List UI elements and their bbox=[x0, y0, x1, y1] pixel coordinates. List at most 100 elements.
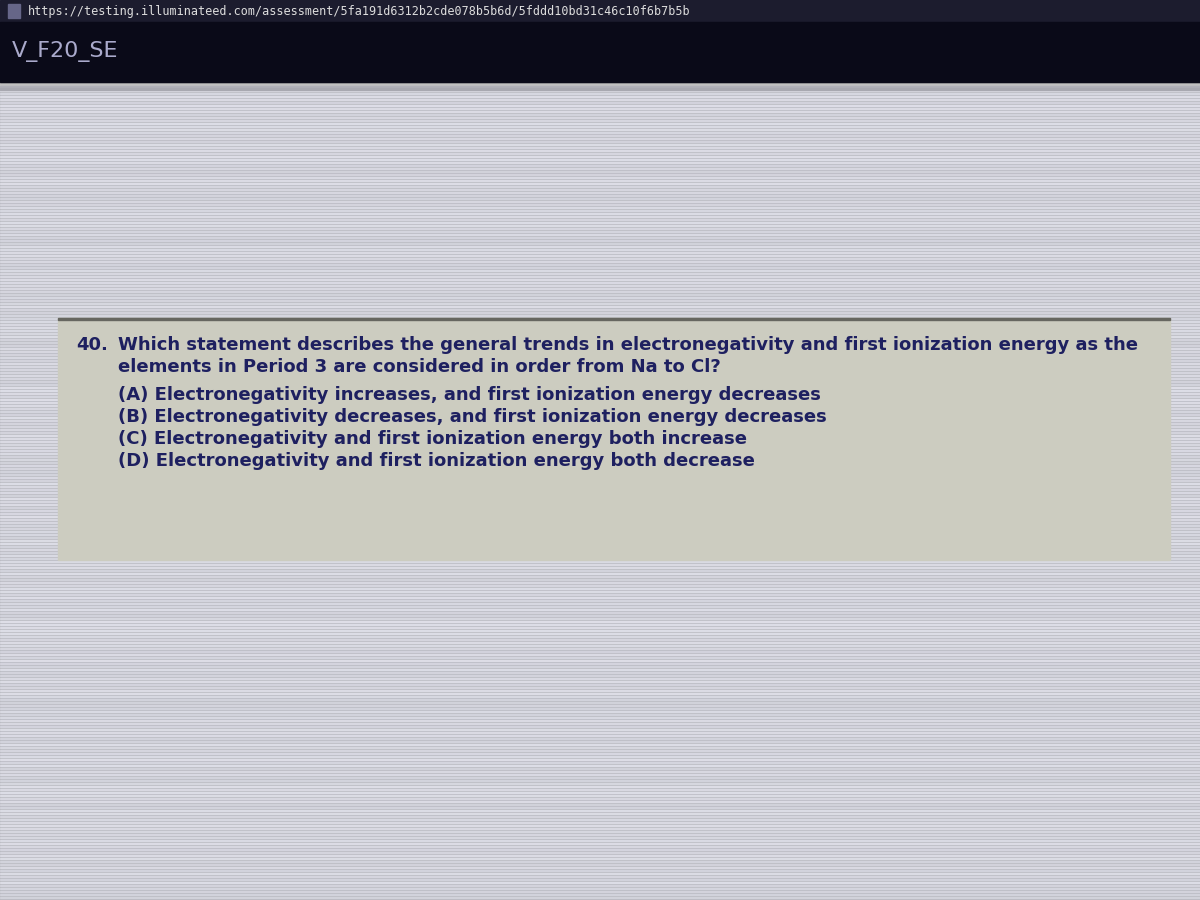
Bar bbox=[0, 213, 1200, 214]
Bar bbox=[0, 594, 1200, 595]
Bar bbox=[0, 132, 1200, 133]
Bar bbox=[0, 624, 1200, 625]
Bar bbox=[0, 366, 1200, 367]
Bar bbox=[0, 444, 1200, 445]
Bar bbox=[0, 321, 1200, 322]
Bar bbox=[0, 789, 1200, 790]
Bar bbox=[0, 876, 1200, 877]
Bar bbox=[0, 438, 1200, 439]
Bar bbox=[0, 282, 1200, 283]
Bar bbox=[0, 588, 1200, 589]
Bar bbox=[0, 846, 1200, 847]
Bar bbox=[0, 96, 1200, 97]
Bar bbox=[0, 786, 1200, 787]
Bar bbox=[0, 201, 1200, 202]
Bar bbox=[0, 330, 1200, 331]
Bar bbox=[0, 150, 1200, 151]
Bar bbox=[0, 498, 1200, 499]
Bar bbox=[0, 420, 1200, 421]
Bar bbox=[0, 405, 1200, 406]
Bar bbox=[0, 210, 1200, 211]
Bar bbox=[0, 804, 1200, 805]
Bar bbox=[0, 501, 1200, 502]
Bar bbox=[0, 174, 1200, 175]
Text: https://testing.illuminateed.com/assessment/5fa191d6312b2cde078b5b6d/5fddd10bd31: https://testing.illuminateed.com/assessm… bbox=[28, 4, 691, 17]
Bar bbox=[0, 870, 1200, 871]
Bar bbox=[0, 207, 1200, 208]
Bar bbox=[0, 591, 1200, 592]
Bar bbox=[0, 645, 1200, 646]
Bar bbox=[0, 204, 1200, 205]
Bar bbox=[0, 495, 1200, 496]
Bar bbox=[0, 486, 1200, 487]
Bar bbox=[0, 780, 1200, 781]
Bar bbox=[0, 348, 1200, 349]
Bar bbox=[0, 762, 1200, 763]
Text: (D) Electronegativity and first ionization energy both decrease: (D) Electronegativity and first ionizati… bbox=[118, 452, 755, 470]
Bar bbox=[0, 327, 1200, 328]
Bar bbox=[0, 531, 1200, 532]
Bar bbox=[0, 309, 1200, 310]
Bar bbox=[0, 123, 1200, 124]
Bar bbox=[0, 261, 1200, 262]
Bar bbox=[0, 504, 1200, 505]
Bar bbox=[0, 897, 1200, 898]
Bar bbox=[0, 699, 1200, 700]
Bar bbox=[0, 516, 1200, 517]
Bar bbox=[0, 525, 1200, 526]
Bar bbox=[0, 573, 1200, 574]
Bar bbox=[0, 447, 1200, 448]
Bar bbox=[0, 246, 1200, 247]
Bar bbox=[0, 723, 1200, 724]
Bar bbox=[0, 108, 1200, 109]
Text: Which statement describes the general trends in electronegativity and first ioni: Which statement describes the general tr… bbox=[118, 336, 1138, 354]
Bar bbox=[0, 138, 1200, 139]
Bar bbox=[0, 276, 1200, 277]
Bar bbox=[0, 117, 1200, 118]
Bar bbox=[0, 582, 1200, 583]
Bar bbox=[0, 579, 1200, 580]
Bar bbox=[0, 165, 1200, 166]
Bar bbox=[0, 555, 1200, 556]
Bar bbox=[0, 99, 1200, 100]
Bar bbox=[0, 615, 1200, 616]
Bar bbox=[0, 813, 1200, 814]
Bar bbox=[0, 726, 1200, 727]
Text: (B) Electronegativity decreases, and first ionization energy decreases: (B) Electronegativity decreases, and fir… bbox=[118, 408, 827, 426]
Bar bbox=[0, 633, 1200, 634]
Bar bbox=[0, 729, 1200, 730]
Bar bbox=[0, 363, 1200, 364]
Bar bbox=[0, 681, 1200, 682]
Bar bbox=[0, 126, 1200, 127]
Bar bbox=[0, 312, 1200, 313]
Bar bbox=[0, 678, 1200, 679]
Bar bbox=[0, 864, 1200, 865]
Bar bbox=[0, 672, 1200, 673]
Bar bbox=[0, 558, 1200, 559]
Bar bbox=[0, 249, 1200, 250]
Bar bbox=[0, 195, 1200, 196]
Bar bbox=[0, 387, 1200, 388]
Bar bbox=[0, 369, 1200, 370]
Bar bbox=[0, 510, 1200, 511]
Bar bbox=[0, 528, 1200, 529]
Bar bbox=[0, 318, 1200, 319]
Bar bbox=[0, 855, 1200, 856]
Bar bbox=[0, 285, 1200, 286]
Bar bbox=[0, 636, 1200, 637]
Bar bbox=[0, 792, 1200, 793]
Bar bbox=[0, 822, 1200, 823]
Bar bbox=[0, 372, 1200, 373]
Bar bbox=[0, 663, 1200, 664]
Bar bbox=[0, 738, 1200, 739]
Bar bbox=[0, 471, 1200, 472]
Bar bbox=[0, 234, 1200, 235]
Bar bbox=[0, 756, 1200, 757]
Bar bbox=[0, 111, 1200, 112]
Bar bbox=[0, 777, 1200, 778]
Bar bbox=[0, 507, 1200, 508]
Bar bbox=[0, 82, 1200, 84]
Bar bbox=[0, 651, 1200, 652]
Bar bbox=[0, 105, 1200, 106]
Bar bbox=[0, 687, 1200, 688]
